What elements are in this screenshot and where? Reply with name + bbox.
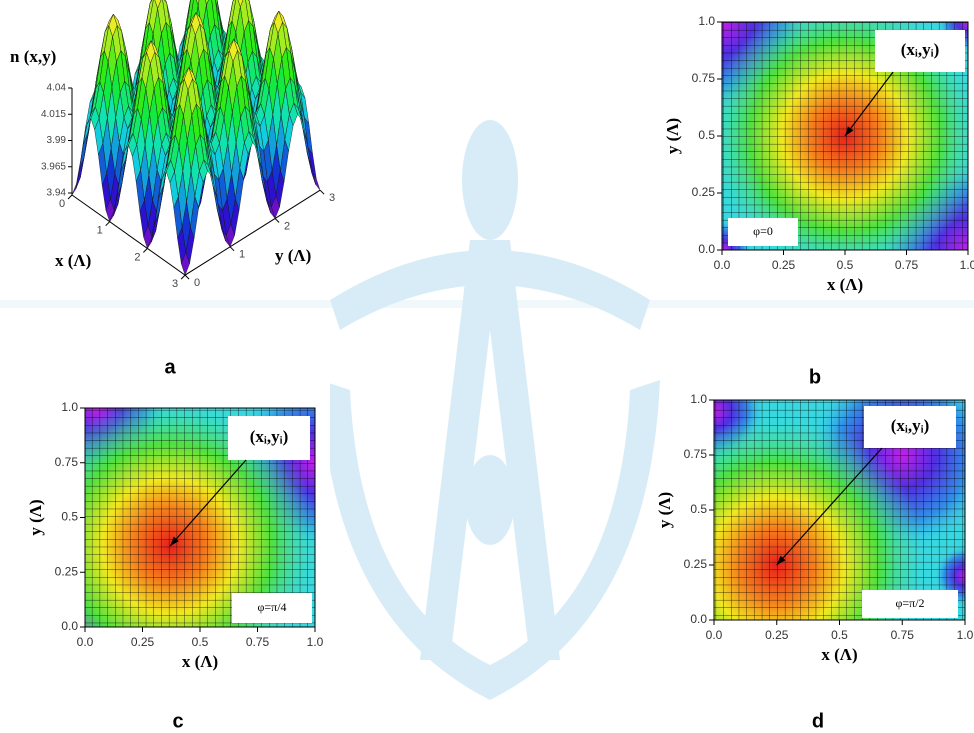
phase-label: φ=π/4 [257, 600, 286, 614]
panel-label: c [172, 710, 183, 732]
x-tick-label: 1.0 [960, 258, 974, 272]
z-tick-label: 3.99 [47, 135, 67, 146]
annotation: (xᵢ,yᵢ) [250, 427, 289, 446]
x-tick-label: 0.0 [706, 628, 723, 642]
x-tick-label: 1.0 [957, 628, 974, 642]
y-axis-label: y (Λ) [26, 499, 45, 535]
phase-label: φ=π/2 [895, 596, 924, 610]
y-tick-label: 3 [329, 192, 335, 204]
figure: 4.044.0153.993.9653.9401230123n (x,y)x (… [0, 0, 974, 733]
x-tick-label: 0.25 [131, 635, 155, 649]
x-tick-label: 0.25 [772, 258, 796, 272]
x-tick-label: 1.0 [307, 635, 324, 649]
x-tick-label: 0.5 [831, 628, 848, 642]
y-tick-label: 1 [239, 249, 245, 261]
y-tick-label: 0.5 [690, 502, 707, 516]
z-axis-label: n (x,y) [10, 47, 56, 66]
x-tick-label: 0.5 [837, 258, 854, 272]
x-tick-label: 0.75 [891, 628, 915, 642]
x-tick-label: 2 [134, 251, 140, 263]
phase-label: φ=0 [753, 224, 773, 238]
y-tick-label: 0.25 [684, 557, 708, 571]
x-tick-label: 3 [172, 278, 178, 290]
y-tick-label: 1.0 [61, 400, 78, 414]
z-tick-label: 4.015 [41, 109, 66, 120]
x-axis-label: x (Λ) [55, 251, 91, 270]
y-tick-label: 0 [194, 277, 200, 289]
x-tick-label: 0.75 [895, 258, 919, 272]
y-axis-label: y (Λ) [663, 118, 682, 154]
x-tick-label: 0.5 [192, 635, 209, 649]
y-axis-label: y (Λ) [655, 492, 674, 528]
y-tick-label: 0.5 [61, 510, 78, 524]
x-tick-label: 0.75 [246, 635, 270, 649]
y-tick-label: 0.75 [692, 71, 716, 85]
x-axis-label: x (Λ) [821, 645, 857, 664]
panel-label: b [809, 366, 821, 388]
y-tick-label: 0.0 [698, 242, 715, 256]
annotation: (xᵢ,yᵢ) [901, 40, 940, 59]
y-tick-label: 1.0 [690, 392, 707, 406]
y-axis-label: y (Λ) [275, 246, 311, 265]
panel-label: d [812, 710, 824, 732]
x-tick-label: 0 [59, 198, 65, 210]
y-tick-label: 0.5 [698, 128, 715, 142]
x-tick-label: 1 [97, 225, 103, 237]
z-tick-label: 3.965 [41, 161, 66, 172]
y-tick-label: 1.0 [698, 14, 715, 28]
x-tick-label: 0.0 [77, 635, 94, 649]
y-tick-label: 0.25 [692, 185, 716, 199]
y-tick-label: 0.75 [684, 447, 708, 461]
x-tick-label: 0.0 [714, 258, 731, 272]
x-axis-label: x (Λ) [182, 652, 218, 671]
panel-label: a [164, 356, 176, 378]
annotation: (xᵢ,yᵢ) [891, 416, 930, 435]
y-tick-label: 0.25 [55, 564, 79, 578]
y-tick-label: 0.0 [690, 612, 707, 626]
x-tick-label: 0.25 [765, 628, 789, 642]
y-tick-label: 0.75 [55, 455, 79, 469]
x-axis-label: x (Λ) [827, 275, 863, 294]
y-tick-label: 0.0 [61, 619, 78, 633]
y-tick-label: 2 [284, 220, 290, 232]
z-tick-label: 4.04 [47, 83, 67, 94]
